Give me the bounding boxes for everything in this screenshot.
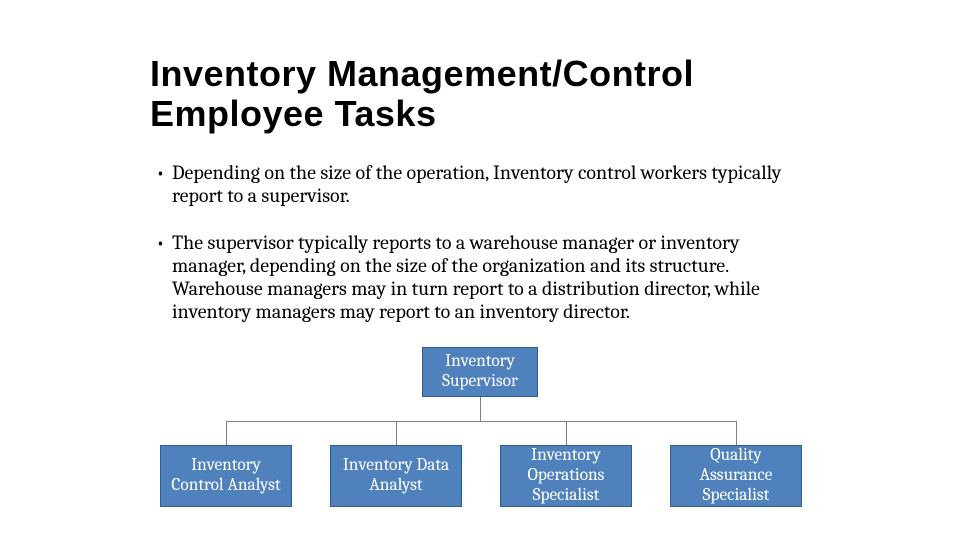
bullet-item: Depending on the size of the operation, …	[150, 161, 810, 207]
org-chart-connector	[736, 421, 737, 445]
org-chart-child: Inventory Data Analyst	[330, 445, 462, 507]
org-chart-root: Inventory Supervisor	[422, 347, 538, 397]
org-chart-connector	[396, 421, 397, 445]
org-chart-child: Inventory Operations Specialist	[500, 445, 632, 507]
bullet-item: The supervisor typically reports to a wa…	[150, 231, 810, 323]
org-chart-connector	[226, 421, 227, 445]
slide: Inventory Management/Control Employee Ta…	[0, 0, 960, 540]
org-chart: Inventory Supervisor Inventory Control An…	[160, 347, 800, 527]
page-title: Inventory Management/Control Employee Ta…	[150, 54, 810, 133]
org-chart-connector	[566, 421, 567, 445]
org-chart-connector	[480, 397, 481, 421]
bullet-list: Depending on the size of the operation, …	[150, 161, 810, 323]
org-chart-child: Quality Assurance Specialist	[670, 445, 802, 507]
org-chart-child: Inventory Control Analyst	[160, 445, 292, 507]
org-chart-connector	[226, 421, 736, 422]
